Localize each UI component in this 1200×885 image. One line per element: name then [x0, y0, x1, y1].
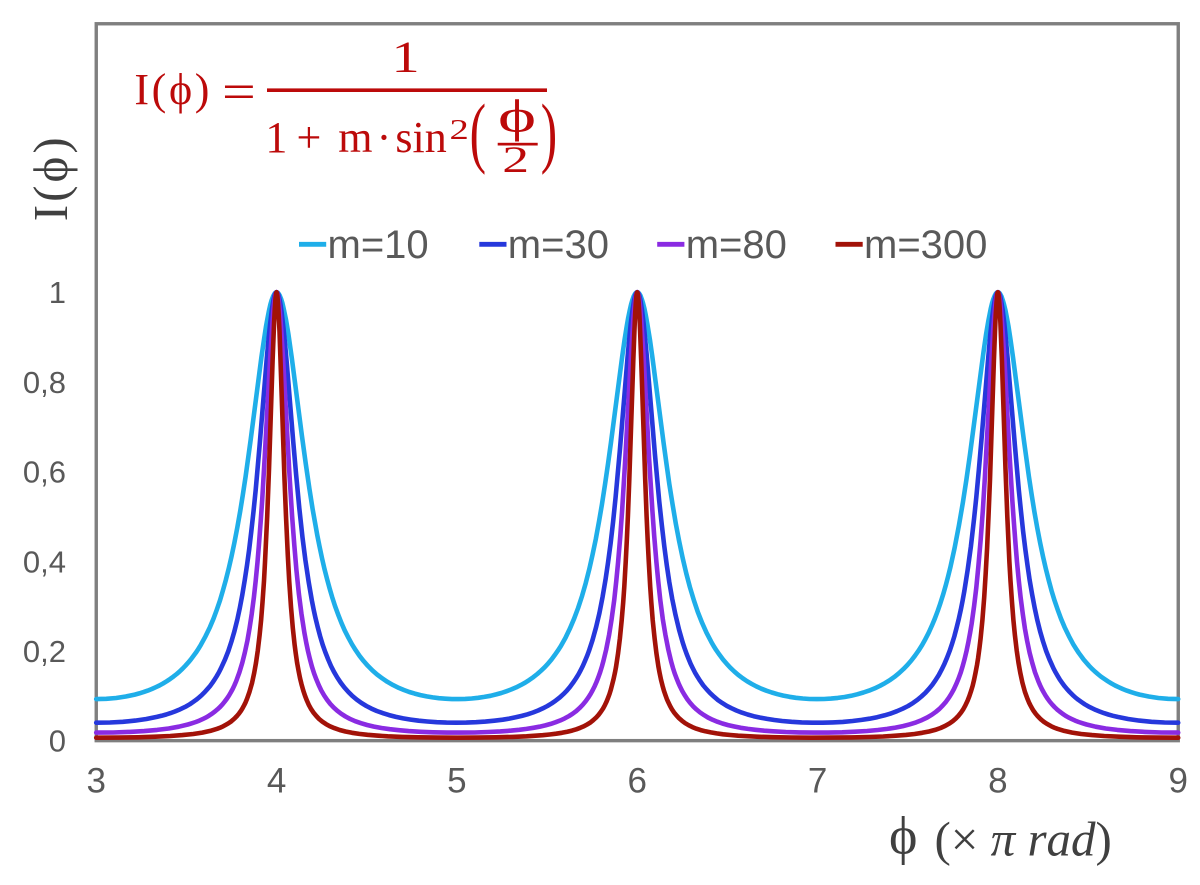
svg-text:0: 0 — [49, 724, 66, 759]
svg-text:0,4: 0,4 — [23, 544, 66, 579]
svg-text:(: ( — [470, 90, 486, 176]
svg-text:m=10: m=10 — [328, 223, 429, 267]
svg-text:1: 1 — [392, 32, 420, 81]
svg-text:m=80: m=80 — [686, 223, 787, 267]
svg-text:ϕ (× π rad): ϕ (× π rad) — [889, 806, 1112, 867]
svg-text:6: 6 — [627, 762, 646, 801]
svg-text:2: 2 — [502, 139, 529, 180]
svg-text:1: 1 — [49, 275, 66, 310]
svg-text:m=30: m=30 — [508, 223, 609, 267]
svg-text:0,8: 0,8 — [23, 365, 66, 400]
svg-text:ϕ: ϕ — [498, 90, 536, 142]
svg-text:I(ϕ): I(ϕ) — [134, 65, 209, 114]
svg-text:I(ϕ): I(ϕ) — [23, 137, 78, 221]
svg-text:5: 5 — [447, 762, 466, 801]
svg-text:7: 7 — [808, 762, 827, 801]
svg-text:0,2: 0,2 — [23, 634, 66, 669]
svg-text:0,6: 0,6 — [23, 455, 66, 490]
svg-text:): ) — [541, 90, 557, 176]
svg-text:4: 4 — [267, 762, 286, 801]
svg-text:3: 3 — [86, 762, 105, 801]
svg-text:=: = — [222, 64, 256, 120]
svg-text:m=300: m=300 — [864, 223, 987, 267]
svg-text:9: 9 — [1168, 762, 1187, 801]
svg-text:2: 2 — [450, 114, 469, 145]
svg-text:8: 8 — [988, 762, 1007, 801]
svg-text:1+m·sin: 1 + m·sin — [265, 113, 446, 162]
